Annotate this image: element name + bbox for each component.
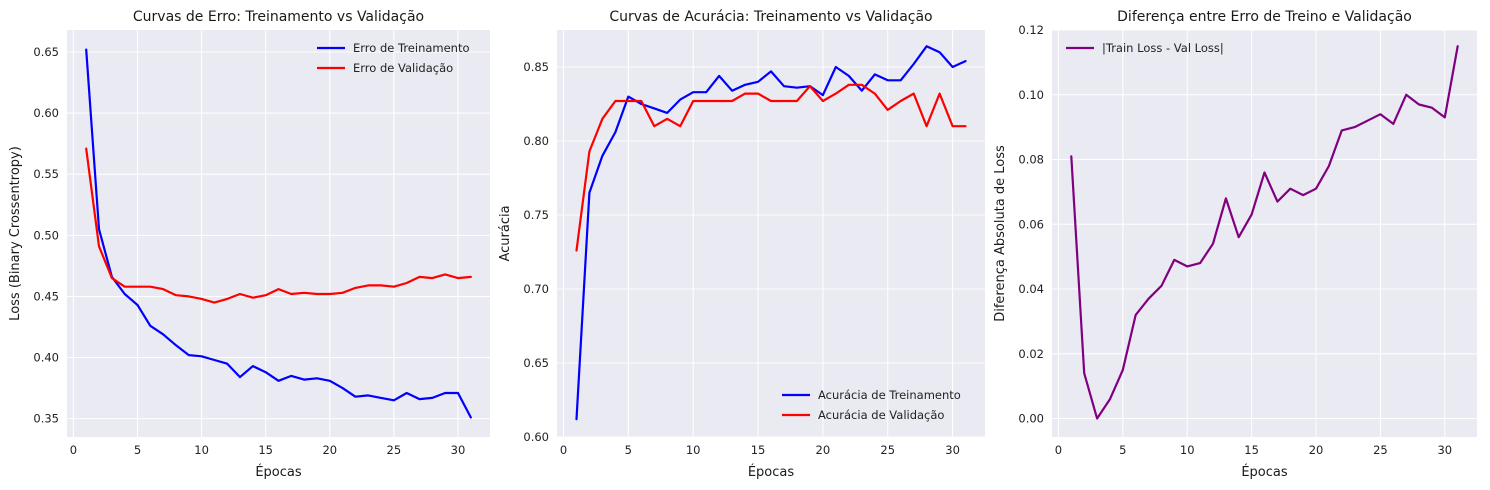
chart-title: Diferença entre Erro de Treino e Validaç… (1117, 9, 1412, 25)
legend-label: Erro de Treinamento (353, 41, 470, 55)
x-tick-label: 30 (451, 443, 466, 457)
legend-label: Acurácia de Treinamento (818, 388, 961, 402)
y-tick-label: 0.12 (1018, 23, 1044, 37)
x-tick-label: 10 (686, 443, 701, 457)
x-tick-label: 30 (945, 443, 960, 457)
x-axis-label: Épocas (748, 464, 795, 480)
y-tick-label: 0.70 (523, 282, 549, 296)
x-tick-label: 5 (625, 443, 632, 457)
y-tick-label: 0.55 (33, 167, 59, 181)
y-tick-label: 0.40 (33, 351, 59, 365)
x-tick-label: 10 (194, 443, 209, 457)
y-axis-label: Diferença Absoluta de Loss (993, 145, 1008, 322)
legend-label: Erro de Validação (353, 61, 453, 75)
series-line-1 (1070, 45, 1459, 420)
y-axis-label: Loss (Binary Crossentropy) (8, 146, 23, 321)
y-tick-label: 0.80 (523, 134, 549, 148)
legend: |Train Loss - Val Loss| (1066, 41, 1224, 55)
y-tick-label: 0.65 (33, 45, 59, 59)
y-tick-label: 0.60 (33, 106, 59, 120)
y-tick-label: 0.45 (33, 289, 59, 303)
y-tick-label: 0.02 (1018, 347, 1044, 361)
x-tick-label: 15 (258, 443, 273, 457)
y-tick-label: 0.10 (1018, 88, 1044, 102)
y-tick-label: 0.04 (1018, 282, 1044, 296)
x-tick-label: 0 (1055, 443, 1062, 457)
legend: Acurácia de Treinamento Acurácia de Valid… (782, 388, 961, 422)
x-tick-label: 15 (751, 443, 766, 457)
x-tick-label: 20 (1309, 443, 1324, 457)
x-tick-label: 0 (70, 443, 77, 457)
chart-panel-3: 0 5 10 15 20 25 30 0.00 0.02 0.04 0.06 0.08 0.10 0.12… (993, 9, 1477, 480)
x-tick-label: 25 (1373, 443, 1388, 457)
x-tick-label: 5 (1119, 443, 1126, 457)
legend-label: |Train Loss - Val Loss| (1102, 41, 1224, 55)
y-tick-label: 0.08 (1018, 153, 1044, 167)
x-tick-label: 5 (134, 443, 141, 457)
x-tick-label: 25 (387, 443, 402, 457)
legend: Erro de Treinamento Erro de Validação (317, 41, 470, 75)
series-line-1 (85, 48, 472, 419)
y-axis-label: Acurácia (498, 205, 513, 261)
x-tick-label: 25 (880, 443, 895, 457)
x-tick-label: 20 (322, 443, 337, 457)
x-tick-label: 15 (1244, 443, 1259, 457)
x-tick-label: 0 (560, 443, 567, 457)
x-axis-label: Épocas (1241, 464, 1288, 480)
x-tick-label: 30 (1437, 443, 1452, 457)
y-tick-label: 0.65 (523, 356, 549, 370)
y-tick-label: 0.85 (523, 60, 549, 74)
plot-area (1052, 30, 1477, 437)
x-tick-label: 10 (1180, 443, 1195, 457)
chart-panel-2: 0 5 10 15 20 25 30 0.60 0.65 0.70 0.75 0.80 0.85 Curv… (498, 9, 985, 480)
x-axis-label: Épocas (255, 464, 302, 480)
x-tick-label: 20 (816, 443, 831, 457)
y-tick-label: 0.06 (1018, 217, 1044, 231)
legend-label: Acurácia de Validação (818, 408, 944, 422)
chart-title: Curvas de Acurácia: Treinamento vs Valid… (609, 9, 932, 25)
y-tick-label: 0.60 (523, 430, 549, 444)
y-tick-label: 0.50 (33, 228, 59, 242)
series-line-2 (575, 83, 967, 252)
y-tick-label: 0.35 (33, 412, 59, 426)
plot-area (557, 30, 985, 437)
y-tick-label: 0.00 (1018, 412, 1044, 426)
chart-panel-1: 0 5 10 15 20 25 30 0.35 0.40 0.45 0.50 0.55 0.60 0.65… (8, 9, 490, 480)
y-tick-label: 0.75 (523, 208, 549, 222)
series-line-1 (575, 45, 967, 421)
series-line-2 (85, 147, 472, 304)
plot-area (67, 30, 490, 437)
chart-title: Curvas de Erro: Treinamento vs Validação (133, 9, 424, 25)
